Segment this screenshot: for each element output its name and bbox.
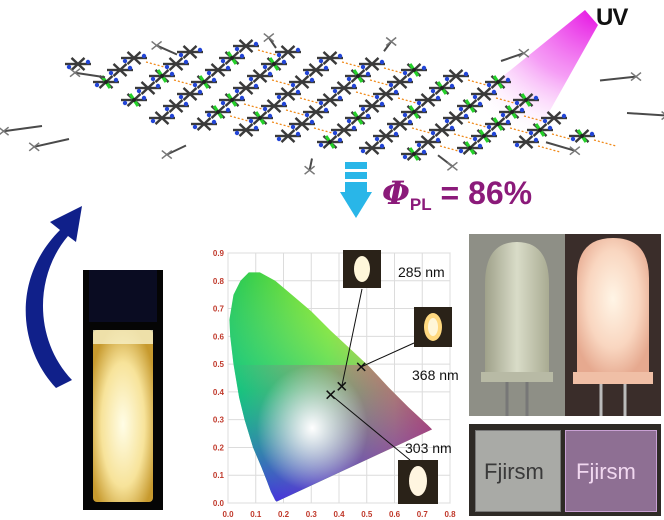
x-tick-label: 0.3: [306, 510, 318, 519]
y-tick-label: 0.5: [213, 360, 225, 369]
x-tick-label: 0.0: [222, 510, 234, 519]
brand-text-off: Fjirsm: [484, 459, 544, 484]
label-368nm: 368 nm: [412, 367, 459, 383]
label-303nm: 303 nm: [405, 440, 452, 456]
x-tick-label: 0.8: [444, 510, 456, 519]
label-285nm: 285 nm: [398, 264, 445, 280]
led-photos: [469, 234, 661, 416]
inset-photo-285: [343, 250, 381, 288]
brand-text-on: Fjirsm: [576, 459, 636, 484]
inset-photo-303: [398, 460, 438, 504]
x-tick-label: 0.2: [278, 510, 290, 519]
quantum-yield-value: = 86%: [431, 175, 533, 211]
y-tick-label: 0.0: [213, 499, 225, 508]
y-tick-label: 0.1: [213, 471, 225, 480]
y-tick-label: 0.8: [213, 277, 225, 286]
cie-point-2: [326, 390, 411, 461]
uv-label: UV: [596, 4, 628, 31]
y-tick-label: 0.7: [213, 305, 225, 314]
cie-point-1: [356, 342, 415, 372]
quantum-yield-label: ΦPL = 86%: [382, 174, 532, 215]
led-off: [485, 242, 549, 374]
x-tick-label: 0.4: [333, 510, 345, 519]
y-tick-label: 0.3: [213, 416, 225, 425]
y-tick-label: 0.2: [213, 443, 225, 452]
film-on: Fjirsm: [565, 430, 657, 512]
film-off: Fjirsm: [475, 430, 561, 512]
framework-network: [0, 33, 664, 175]
cyan-down-arrow-icon: [340, 162, 372, 218]
uv-beam: [430, 10, 598, 155]
x-tick-label: 0.1: [250, 510, 262, 519]
y-tick-label: 0.6: [213, 332, 225, 341]
phi-symbol: Φ: [382, 174, 410, 212]
inset-photo-368: [414, 307, 452, 347]
x-tick-label: 0.7: [417, 510, 429, 519]
y-tick-label: 0.9: [213, 249, 225, 258]
mof-structure-illustration: [0, 10, 664, 175]
y-tick-label: 0.4: [213, 388, 225, 397]
x-tick-label: 0.6: [389, 510, 401, 519]
navy-curved-arrow-icon: [25, 206, 82, 388]
led-on: [577, 238, 649, 374]
vial-photo: [83, 270, 163, 510]
x-tick-label: 0.5: [361, 510, 373, 519]
cie-chromaticity-chart: 0.9 0.8 0.7 0.6 0.5 0.4 0.3 0.2 0.1 0.0 0.0 0.1 0.2 0…: [213, 249, 456, 519]
film-photos: Fjirsm Fjirsm: [469, 424, 661, 516]
cie-point-0: [337, 288, 363, 391]
phi-subscript: PL: [409, 195, 432, 214]
